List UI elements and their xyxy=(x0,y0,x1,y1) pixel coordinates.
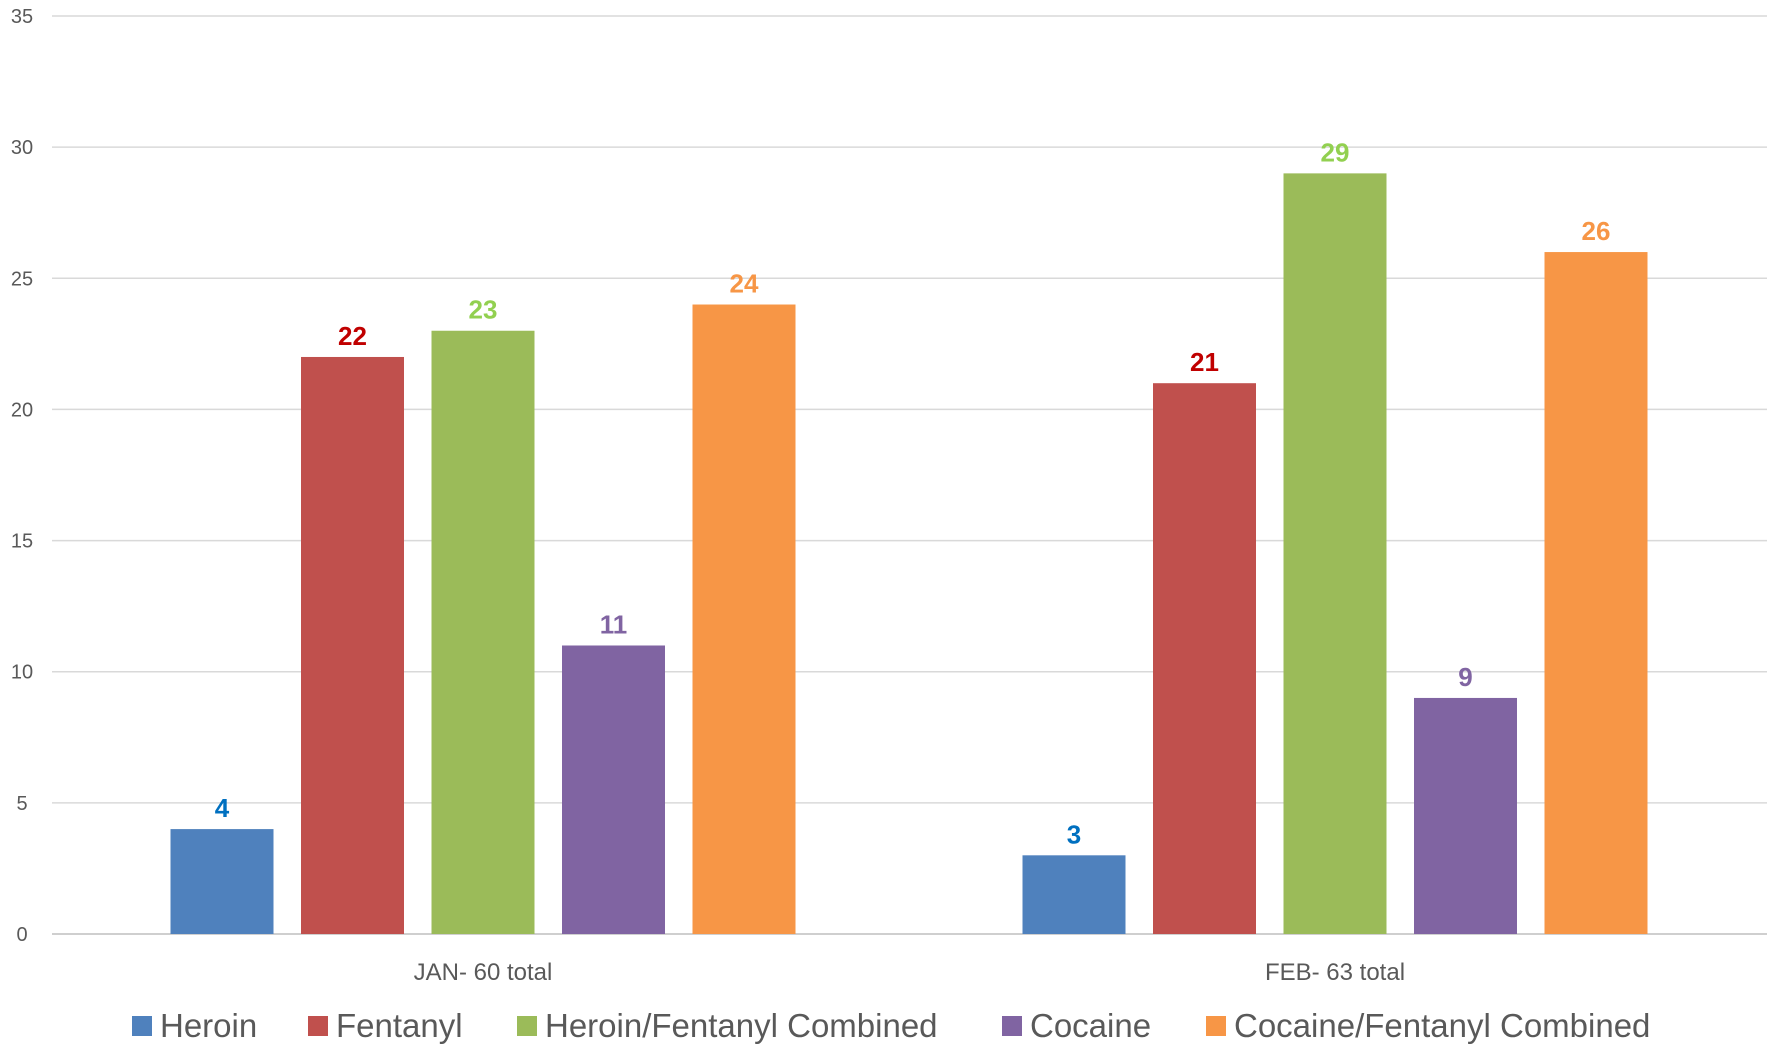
legend-item: Heroin/Fentanyl Combined xyxy=(517,1007,938,1044)
legend-item: Heroin xyxy=(132,1007,257,1044)
y-tick-label: 15 xyxy=(11,531,33,553)
legend-item: Cocaine xyxy=(1002,1007,1151,1044)
legend-swatch xyxy=(132,1016,152,1036)
y-tick-label: 35 xyxy=(11,6,33,28)
y-tick-label: 0 xyxy=(16,924,27,946)
data-label: 23 xyxy=(469,295,498,325)
bar xyxy=(170,829,274,934)
legend-swatch xyxy=(517,1016,537,1036)
legend-label: Heroin xyxy=(160,1007,257,1044)
bar xyxy=(301,356,404,934)
y-axis-tick-labels: 0 5 10 15 20 25 30 35 xyxy=(11,6,33,946)
bar xyxy=(1283,173,1387,934)
data-label: 22 xyxy=(338,321,367,351)
data-label: 29 xyxy=(1321,137,1350,167)
legend-label: Cocaine/Fentanyl Combined xyxy=(1234,1007,1650,1044)
x-category-label: FEB- 63 total xyxy=(1265,959,1405,986)
legend-label: Heroin/Fentanyl Combined xyxy=(545,1007,938,1044)
y-tick-label: 20 xyxy=(11,399,33,421)
data-label: 11 xyxy=(600,609,628,639)
bar xyxy=(1022,855,1126,934)
data-labels: 4 22 23 11 24 3 21 29 9 26 xyxy=(215,137,1611,849)
data-label: 24 xyxy=(730,269,759,299)
legend-label: Cocaine xyxy=(1030,1007,1151,1044)
bar xyxy=(1414,697,1517,934)
x-category-label: JAN- 60 total xyxy=(414,959,553,986)
data-label: 4 xyxy=(215,793,230,823)
y-tick-label: 5 xyxy=(16,793,27,815)
data-label: 21 xyxy=(1190,347,1219,377)
data-label: 26 xyxy=(1582,216,1611,246)
bar xyxy=(431,330,535,934)
y-tick-label: 30 xyxy=(11,137,33,159)
legend-swatch xyxy=(308,1016,328,1036)
y-tick-label: 25 xyxy=(11,268,33,290)
legend-swatch xyxy=(1002,1016,1022,1036)
data-label: 9 xyxy=(1458,662,1472,692)
x-axis-category-labels: JAN- 60 total FEB- 63 total xyxy=(414,959,1405,986)
bar xyxy=(1544,252,1648,935)
legend-item: Fentanyl xyxy=(308,1007,463,1044)
legend-item: Cocaine/Fentanyl Combined xyxy=(1206,1007,1650,1044)
bar xyxy=(562,645,665,934)
legend-swatch xyxy=(1206,1016,1226,1036)
data-label: 3 xyxy=(1067,819,1081,849)
y-tick-label: 10 xyxy=(11,662,33,684)
legend: Heroin Fentanyl Heroin/Fentanyl Combined Co… xyxy=(132,1007,1650,1044)
legend-label: Fentanyl xyxy=(336,1007,463,1044)
bar xyxy=(692,304,796,934)
bar xyxy=(1153,383,1256,934)
bars xyxy=(170,173,1648,935)
